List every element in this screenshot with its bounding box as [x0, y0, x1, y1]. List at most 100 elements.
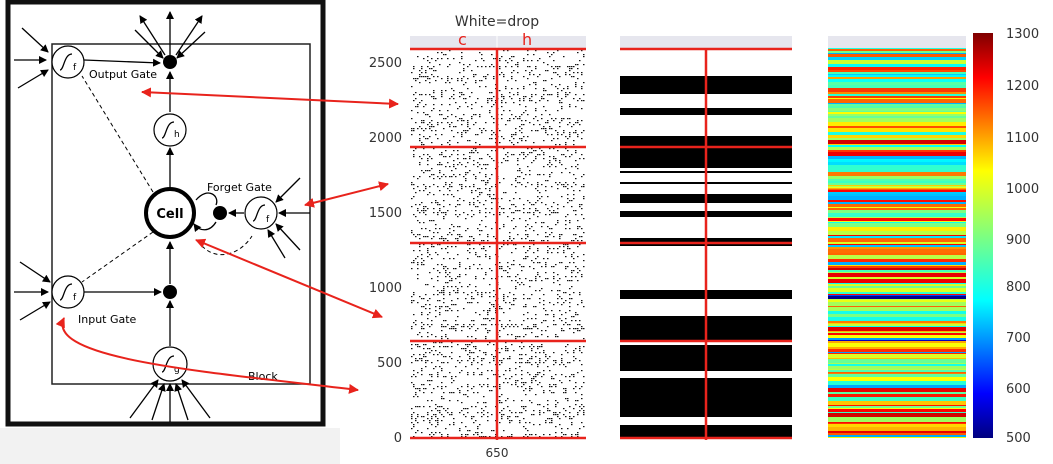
dropout-dot: [549, 384, 551, 386]
dropout-dot: [467, 396, 469, 398]
dropout-dot: [441, 398, 443, 400]
dropout-dot: [569, 362, 571, 364]
dropout-dot: [559, 290, 561, 292]
dropout-dot: [475, 286, 477, 288]
dropout-dot: [525, 354, 527, 356]
dropout-dot: [481, 372, 483, 374]
dropout-dot: [561, 298, 563, 300]
dropout-dot: [467, 66, 469, 68]
dropout-dot: [579, 270, 581, 272]
dropout-dot: [491, 138, 493, 140]
dropout-dot: [453, 230, 455, 232]
dropout-dot: [417, 346, 419, 348]
dropout-dot: [581, 276, 583, 278]
dropout-dot: [527, 166, 529, 168]
dropout-dot: [513, 244, 515, 246]
dropout-dot: [577, 432, 579, 434]
forget-product-node: [213, 206, 227, 220]
cbar-tick-600: 600: [1006, 382, 1031, 397]
dropout-dot: [559, 418, 561, 420]
dropout-dot: [471, 320, 473, 322]
dropout-dot: [559, 236, 561, 238]
dropout-dot: [531, 378, 533, 380]
dropout-dot: [441, 396, 443, 398]
dropout-dot: [559, 296, 561, 298]
dropout-dot: [411, 428, 413, 430]
dropout-dot: [445, 376, 447, 378]
dropout-dot: [489, 190, 491, 192]
dropout-dot: [555, 436, 557, 438]
dropout-dot: [513, 300, 515, 302]
dropout-dot: [571, 270, 573, 272]
dropout-dot: [459, 266, 461, 268]
dropout-dot: [503, 208, 505, 210]
dropout-dot: [501, 394, 503, 396]
dropout-dot: [583, 376, 585, 378]
dropout-dot: [503, 212, 505, 214]
dropout-dot: [423, 306, 425, 308]
dropout-dot: [415, 358, 417, 360]
dropout-dot: [471, 236, 473, 238]
jet-stripe: [828, 259, 966, 262]
dropout-dot: [533, 326, 535, 328]
dropout-dot: [473, 422, 475, 424]
dropout-dot: [423, 388, 425, 390]
dropout-dot: [567, 124, 569, 126]
dropout-dot: [427, 324, 429, 326]
dropout-dot: [543, 166, 545, 168]
dropout-dot: [523, 408, 525, 410]
dropout-dot: [485, 256, 487, 258]
dropout-dot: [413, 154, 415, 156]
dropout-dot: [437, 58, 439, 60]
dropout-dot: [563, 186, 565, 188]
dropout-dot: [473, 374, 475, 376]
dropout-dot: [541, 222, 543, 224]
dropout-dot: [441, 330, 443, 332]
dropout-dot: [425, 356, 427, 358]
jet-stripe: [828, 284, 966, 286]
dropout-dot: [411, 128, 413, 130]
jet-stripe: [828, 364, 966, 366]
dropout-dot: [551, 186, 553, 188]
dropout-dot: [583, 218, 585, 220]
dropout-dot: [485, 274, 487, 276]
dropout-dot: [445, 176, 447, 178]
dropout-dot: [549, 114, 551, 116]
dropout-dot: [425, 188, 427, 190]
dropout-dot: [499, 288, 501, 290]
jet-stripe: [828, 75, 966, 77]
dropout-dot: [523, 328, 525, 330]
dropout-dot: [477, 302, 479, 304]
dropout-dot: [529, 362, 531, 364]
dropout-dot: [437, 186, 439, 188]
dropout-dot: [425, 70, 427, 72]
dropout-dot: [559, 144, 561, 146]
dropout-dot: [577, 372, 579, 374]
dropout-dot: [565, 228, 567, 230]
dropout-dot: [439, 238, 441, 240]
dropout-dot: [419, 222, 421, 224]
dropout-dot: [413, 66, 415, 68]
dropout-dot: [477, 412, 479, 414]
dropout-dot: [437, 376, 439, 378]
jet-stripe: [828, 92, 966, 94]
dropout-dot: [571, 374, 573, 376]
dropout-dot: [541, 114, 543, 116]
dropout-dot: [551, 54, 553, 56]
dropout-dot: [411, 414, 413, 416]
jet-stripe: [828, 210, 966, 213]
dropout-dot: [571, 276, 573, 278]
dropout-dot: [439, 164, 441, 166]
dropout-dot: [521, 358, 523, 360]
jet-stripe: [828, 152, 966, 156]
dropout-dot: [539, 346, 541, 348]
dropout-dot: [509, 140, 511, 142]
dropout-dot: [581, 352, 583, 354]
dropout-dot: [483, 248, 485, 250]
ytick-0: 0: [394, 431, 402, 446]
jet-stripe: [828, 192, 966, 194]
jet-stripe: [828, 353, 966, 354]
dropout-dot: [539, 352, 541, 354]
dropout-dot: [423, 392, 425, 394]
dropout-dot: [513, 138, 515, 140]
